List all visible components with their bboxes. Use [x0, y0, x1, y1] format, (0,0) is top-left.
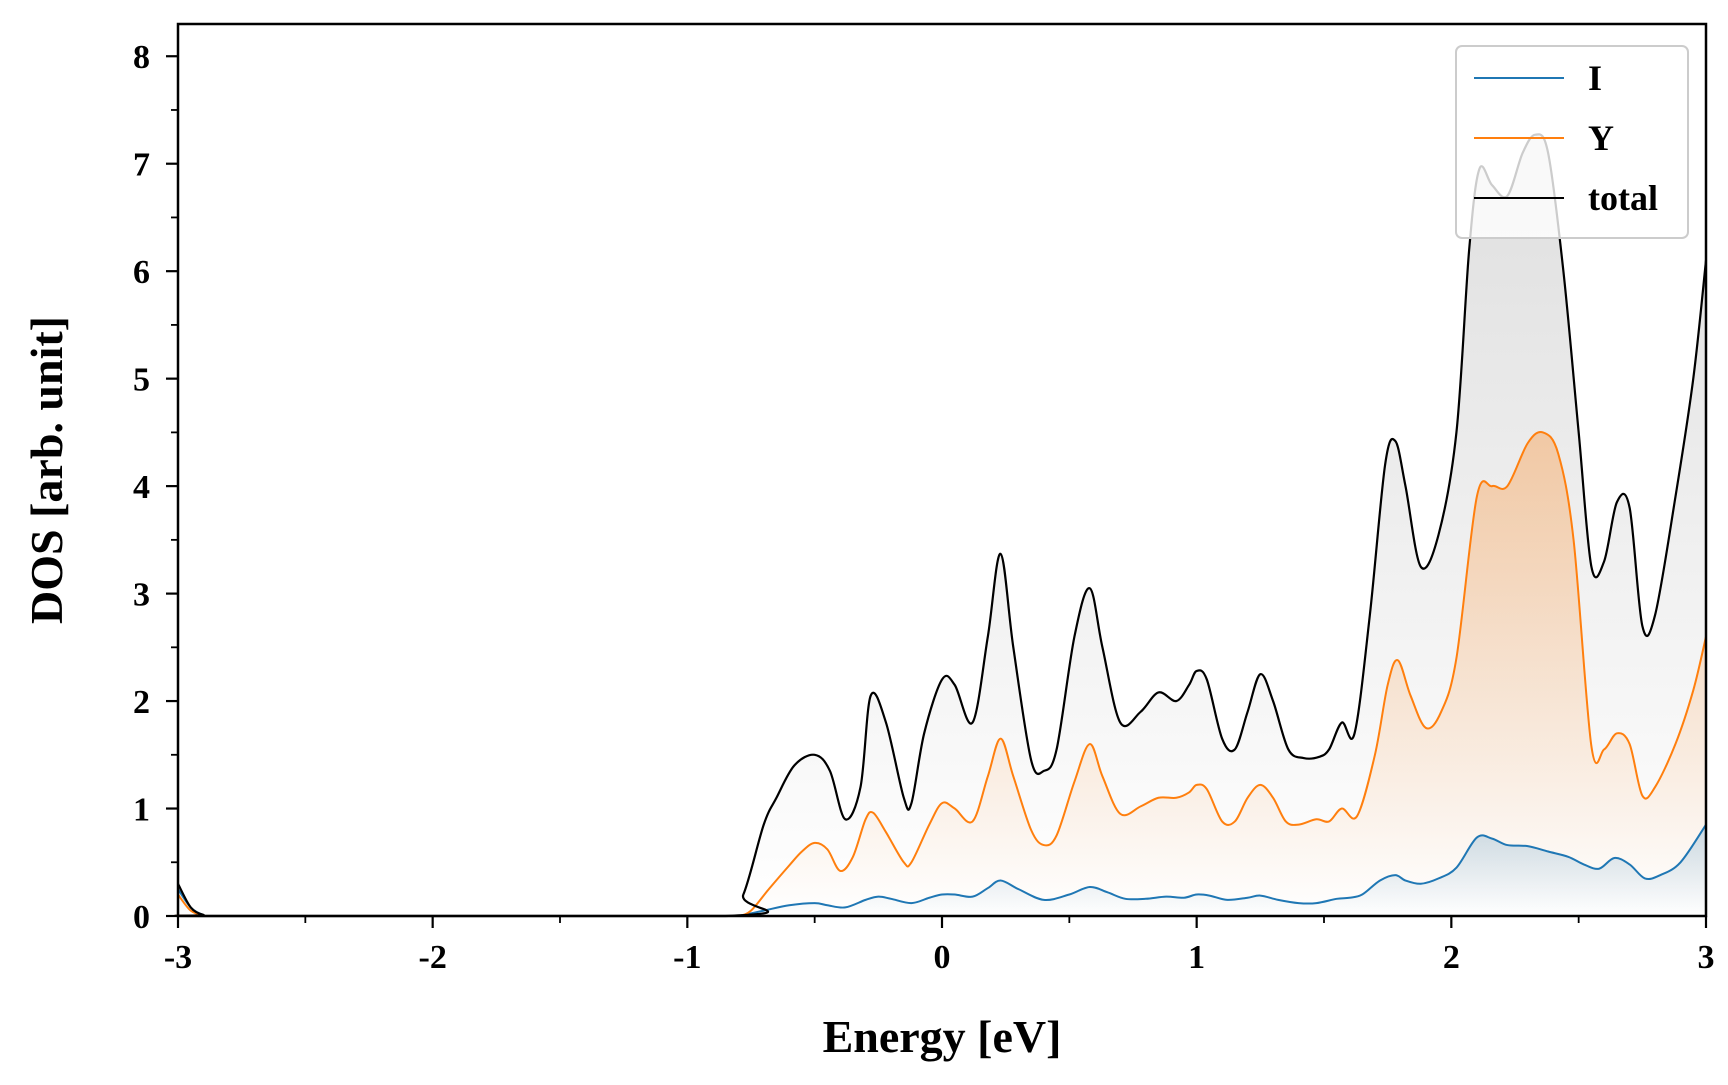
legend-box: [1455, 45, 1689, 239]
fill-i: [175, 824, 1706, 916]
x-tick-label: 3: [1698, 939, 1715, 976]
y-tick-label: 8: [133, 39, 150, 76]
x-tick-label: -2: [419, 939, 447, 976]
y-tick-label: 4: [133, 469, 150, 506]
x-tick-label: 2: [1443, 939, 1460, 976]
y-tick-label: 7: [133, 147, 150, 184]
x-tick-label: 1: [1188, 939, 1205, 976]
tick-layer: [166, 55, 1708, 928]
x-tick-label: -1: [673, 939, 701, 976]
x-tick-label: 0: [934, 939, 951, 976]
x-axis-title: Energy [eV]: [823, 1011, 1062, 1062]
y-tick-label: 6: [133, 254, 150, 291]
legend-label-total: total: [1588, 178, 1658, 218]
legend-label-i: I: [1588, 58, 1602, 98]
tick-label-layer: -3 -2 -1 0 1 2 3 0 1 2 3 4 5 6 7 8: [133, 39, 1715, 976]
series-line-i: [174, 824, 1707, 918]
y-tick-label: 0: [133, 899, 150, 936]
y-tick-label: 5: [133, 362, 150, 399]
series-line-y: [174, 430, 1707, 918]
y-axis-title: DOS [arb. unit]: [21, 316, 72, 624]
y-tick-label: 2: [133, 684, 150, 721]
y-tick-label: 3: [133, 577, 150, 614]
y-tick-label: 1: [133, 792, 150, 829]
fill-layer: [175, 134, 1706, 916]
x-tick-label: -3: [164, 939, 192, 976]
legend-label-y: Y: [1588, 118, 1614, 158]
